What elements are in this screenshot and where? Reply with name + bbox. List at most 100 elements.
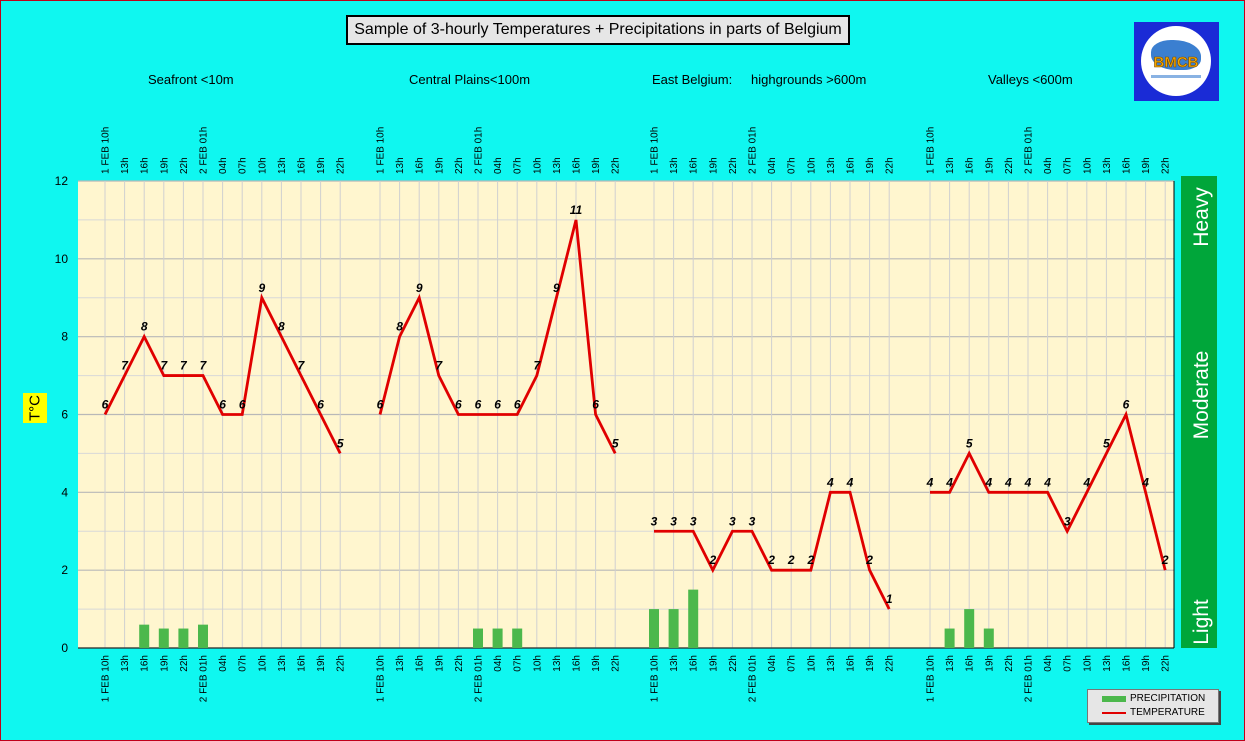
x-tick-label-bottom: 13h — [277, 655, 288, 672]
temperature-data-label: 11 — [570, 203, 583, 217]
x-tick-label-top: 04h — [767, 157, 778, 174]
temperature-data-label: 8 — [141, 320, 148, 334]
region-central-plains: Central Plains<100m — [409, 72, 531, 87]
x-tick-label-bottom: 19h — [708, 655, 719, 672]
x-tick-label-bottom: 19h — [434, 655, 445, 672]
x-tick-label-bottom: 1 FEB 10h — [650, 655, 661, 702]
x-tick-label-bottom: 16h — [965, 655, 976, 672]
x-tick-label-bottom: 07h — [1063, 655, 1074, 672]
temperature-data-label: 4 — [1024, 475, 1032, 489]
x-tick-label-bottom: 16h — [846, 655, 857, 672]
x-tick-label-top: 22h — [1161, 157, 1172, 174]
x-tick-label-bottom: 19h — [865, 655, 876, 672]
temperature-data-label: 3 — [670, 514, 677, 528]
x-tick-label-top: 19h — [708, 157, 719, 174]
intensity-scale: Heavy Moderate Light — [1181, 176, 1217, 648]
x-tick-label-top: 04h — [218, 157, 229, 174]
x-tick-label-bottom: 22h — [885, 655, 896, 672]
x-tick-label-bottom: 10h — [532, 655, 543, 672]
temperature-data-label: 7 — [121, 359, 129, 373]
temperature-data-label: 2 — [865, 553, 873, 567]
y-tick-label: 6 — [61, 408, 68, 422]
temperature-data-label: 6 — [317, 398, 324, 412]
temperature-data-label: 5 — [1103, 436, 1110, 450]
precipitation-bar — [178, 628, 189, 648]
x-tick-label-top: 19h — [591, 157, 602, 174]
x-tick-label-top: 22h — [611, 157, 622, 174]
x-tick-label-bottom: 16h — [415, 655, 426, 672]
temperature-data-label: 8 — [396, 320, 403, 334]
x-tick-label-bottom: 22h — [728, 655, 739, 672]
x-tick-label-bottom: 16h — [1122, 655, 1133, 672]
x-tick-label-bottom: 16h — [689, 655, 700, 672]
x-tick-label-bottom: 19h — [159, 655, 170, 672]
x-tick-label-bottom: 2 FEB 01h — [1024, 655, 1035, 702]
temperature-data-label: 4 — [1082, 475, 1090, 489]
x-tick-label-bottom: 13h — [395, 655, 406, 672]
temperature-data-label: 4 — [846, 475, 854, 489]
chart-title: Sample of 3-hourly Temperatures + Precip… — [346, 15, 850, 45]
precipitation-bar — [944, 628, 955, 648]
temperature-data-label: 6 — [1123, 398, 1130, 412]
temperature-data-label: 2 — [787, 553, 795, 567]
x-tick-label-bottom: 22h — [454, 655, 465, 672]
x-tick-label-bottom: 1 FEB 10h — [926, 655, 937, 702]
temperature-data-label: 4 — [1141, 475, 1149, 489]
legend-swatch-temperature — [1102, 712, 1126, 714]
x-tick-label-top: 19h — [316, 157, 327, 174]
x-tick-labels-bottom: 1 FEB 10h 13h 16h 19h 22h 2 FEB 01h 04h 07h 10h 1… — [101, 655, 1172, 702]
x-tick-label-top: 16h — [297, 157, 308, 174]
x-tick-label-bottom: 13h — [552, 655, 563, 672]
x-tick-label-bottom: 22h — [179, 655, 190, 672]
temperature-line — [103, 293, 342, 455]
y-tick-label: 12 — [55, 174, 69, 188]
x-tick-label-top: 07h — [513, 157, 524, 174]
y-axis-label-box: T°C — [23, 393, 47, 423]
x-tick-label-top: 2 FEB 01h — [748, 127, 759, 174]
temperature-data-label: 4 — [826, 475, 834, 489]
y-tick-label: 8 — [61, 330, 68, 344]
x-tick-label-bottom: 2 FEB 01h — [474, 655, 485, 702]
precipitation-bar — [668, 609, 679, 648]
x-tick-label-top: 16h — [415, 157, 426, 174]
temperature-data-label: 7 — [533, 359, 541, 373]
intensity-heavy: Heavy — [1190, 187, 1213, 247]
x-tick-label-bottom: 10h — [1082, 655, 1093, 672]
x-tick-label-bottom: 19h — [591, 655, 602, 672]
x-tick-label-top: 2 FEB 01h — [199, 127, 210, 174]
temperature-data-label: 2 — [767, 553, 775, 567]
x-tick-label-top: 13h — [552, 157, 563, 174]
intensity-light: Light — [1190, 599, 1213, 645]
temperature-data-label: 6 — [219, 398, 226, 412]
y-tick-label: 10 — [55, 252, 69, 266]
x-tick-label-bottom: 04h — [218, 655, 229, 672]
x-tick-label-top: 16h — [689, 157, 700, 174]
precipitation-bar — [688, 589, 699, 648]
x-tick-label-top: 10h — [257, 157, 268, 174]
x-tick-label-bottom: 13h — [669, 655, 680, 672]
x-tick-label-top: 22h — [336, 157, 347, 174]
x-tick-label-top: 13h — [1102, 157, 1113, 174]
precipitation-bar — [649, 609, 659, 648]
x-tick-label-bottom: 13h — [945, 655, 956, 672]
x-tick-label-top: 07h — [1063, 157, 1074, 174]
temperature-data-label: 6 — [102, 398, 109, 412]
x-tick-label-bottom: 16h — [140, 655, 151, 672]
precipitation-bar — [983, 628, 994, 648]
x-tick-label-top: 16h — [1122, 157, 1133, 174]
temperature-data-label: 2 — [806, 553, 814, 567]
precipitation-bar — [139, 624, 150, 648]
x-tick-label-top: 13h — [945, 157, 956, 174]
x-tick-label-bottom: 10h — [257, 655, 268, 672]
x-tick-label-top: 2 FEB 01h — [1024, 127, 1035, 174]
x-tick-label-bottom: 22h — [1161, 655, 1172, 672]
precipitation-bar — [492, 628, 503, 648]
x-tick-label-top: 19h — [159, 157, 170, 174]
legend: PRECIPITATION TEMPERATURE — [1087, 689, 1219, 723]
temperature-data-label: 7 — [180, 359, 188, 373]
legend-swatch-precipitation — [1102, 696, 1126, 702]
temperature-line — [930, 410, 1167, 571]
temperature-data-label: 3 — [729, 514, 736, 528]
temperature-data-label: 7 — [160, 359, 168, 373]
